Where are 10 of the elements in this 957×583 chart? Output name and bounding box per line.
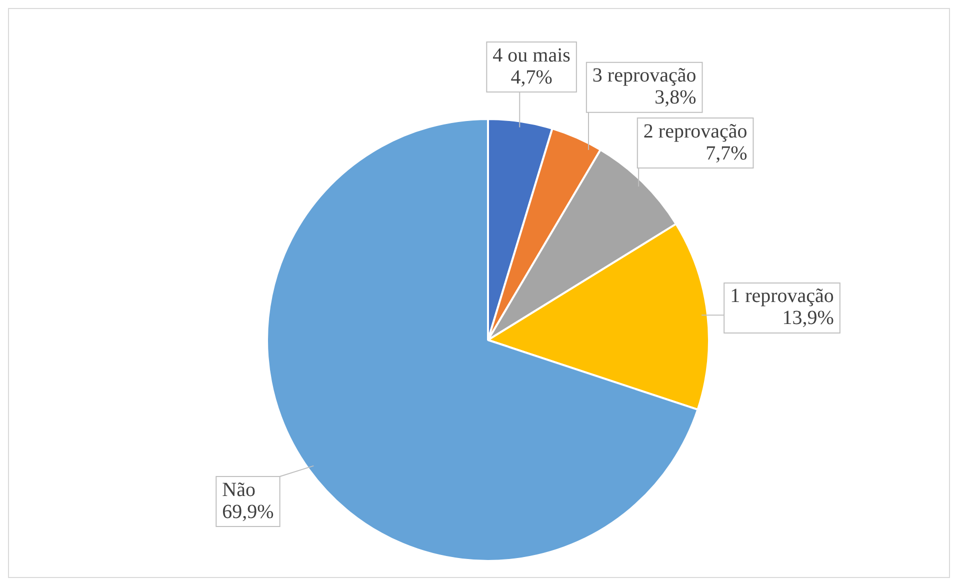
data-label: 13,9% — [782, 307, 834, 330]
data-label: 69,9% — [222, 500, 274, 523]
slice-label: 3 reprovação — [592, 64, 696, 87]
slice-label: 4 ou mais — [492, 44, 571, 66]
data-label: 3,8% — [654, 86, 696, 109]
data-label: 4,7% — [510, 66, 552, 88]
data-label: 7,7% — [706, 142, 748, 164]
slice-label: Não — [222, 478, 256, 501]
slice-label: 2 reprovação — [643, 120, 748, 142]
slice-label: 1 reprovação — [730, 285, 834, 308]
